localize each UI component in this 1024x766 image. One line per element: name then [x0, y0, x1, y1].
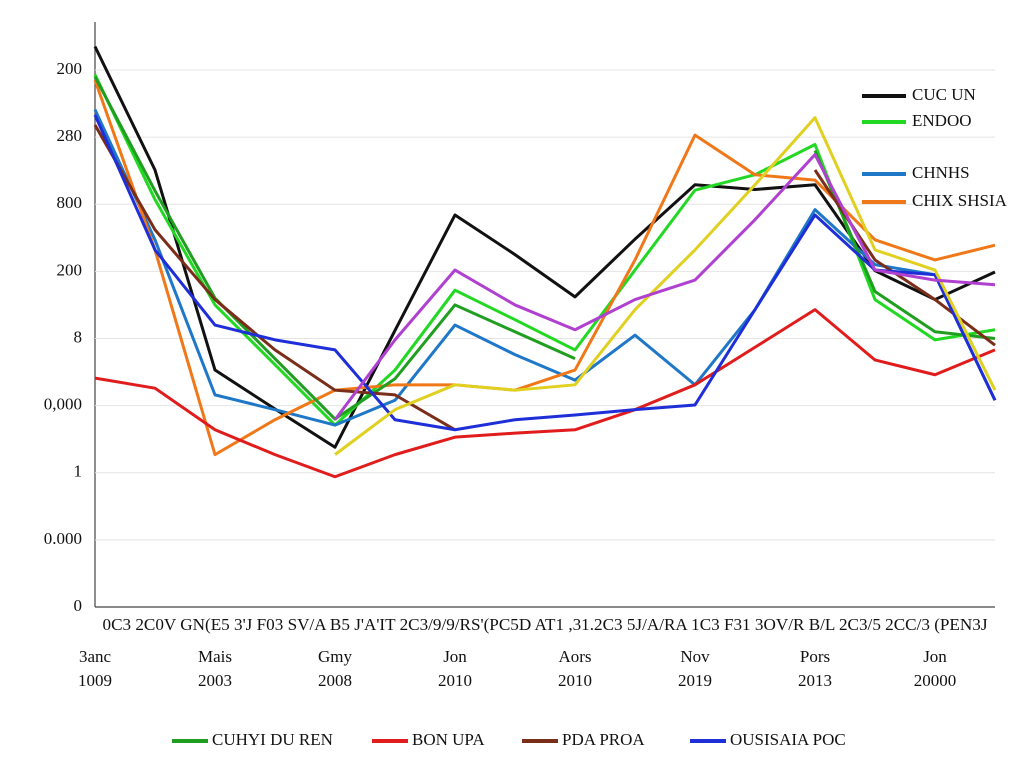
- x-tick-label: Nov 2019: [678, 647, 712, 690]
- series-line: [93, 114, 997, 432]
- legend-label: CUC UN: [912, 85, 976, 104]
- legend-label: PDA PROA: [562, 730, 645, 749]
- x-tick-label: 3anc 1009: [78, 647, 112, 690]
- legend-label: BON UPA: [412, 730, 485, 749]
- legend-label: ENDOO: [912, 111, 972, 130]
- x-tick-label: Pors 2013: [798, 647, 832, 690]
- x-tick-label: Mais 2003: [198, 647, 232, 690]
- series-line: [93, 45, 996, 449]
- series-line: [333, 153, 996, 421]
- y-tick-label: 200: [57, 260, 83, 279]
- legend-label: OUSISAIA POC: [730, 730, 846, 749]
- y-tick-label: 200: [57, 59, 83, 78]
- y-tick-label: 1: [74, 462, 83, 481]
- x-tick-label: Jon 2010: [438, 647, 472, 690]
- y-tick-label: 0,000: [44, 395, 82, 414]
- x-tick-label: Jon 20000: [913, 647, 957, 690]
- series-line: [93, 108, 997, 427]
- series-line: [334, 116, 997, 456]
- y-tick-label: 0.000: [44, 529, 82, 548]
- legend-label: CUHYI DU REN: [212, 730, 333, 749]
- y-tick-label: 0: [74, 596, 83, 615]
- legend-label: CHNHS: [912, 163, 970, 182]
- y-tick-label: 800: [57, 193, 83, 212]
- x-sublabel: 0C3 2C0V GN(E5 3'J F03 SV/A B5 J'A'IT 2C…: [103, 615, 988, 634]
- x-tick-label: Gmy 2008: [318, 647, 352, 690]
- x-tick-label: Aors 2010: [558, 647, 592, 690]
- legend-label: CHIX SHSIA: [912, 191, 1008, 210]
- series-line: [94, 308, 996, 479]
- y-tick-label: 280: [57, 126, 83, 145]
- y-tick-label: 8: [74, 327, 83, 346]
